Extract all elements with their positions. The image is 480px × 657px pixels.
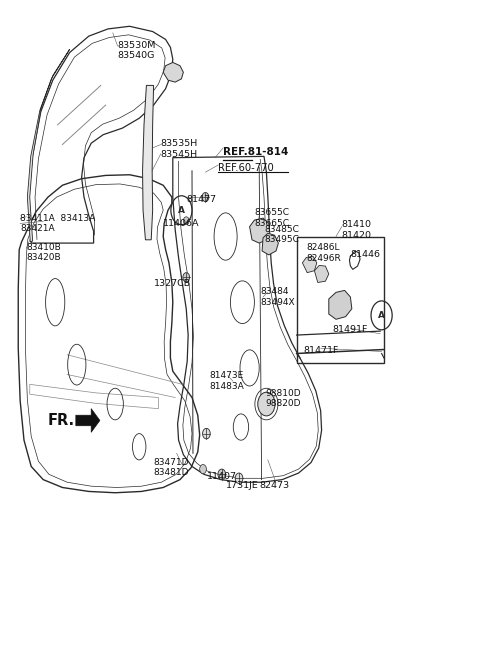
Text: 81477: 81477 <box>186 195 216 204</box>
Polygon shape <box>262 233 278 255</box>
Text: A: A <box>178 206 185 215</box>
Text: 1327CB: 1327CB <box>154 279 191 288</box>
Bar <box>297 237 384 363</box>
Text: 11406A: 11406A <box>163 219 200 228</box>
Text: FR.: FR. <box>48 413 75 428</box>
Circle shape <box>203 428 210 439</box>
Text: 11407: 11407 <box>207 472 237 481</box>
Text: 83530M
83540G: 83530M 83540G <box>118 41 156 60</box>
Circle shape <box>183 217 189 225</box>
Circle shape <box>235 473 243 484</box>
Polygon shape <box>76 409 100 432</box>
Text: 83411A  83413A
83421A: 83411A 83413A 83421A <box>20 214 96 233</box>
Circle shape <box>202 193 209 202</box>
Polygon shape <box>314 265 329 283</box>
Circle shape <box>183 273 190 282</box>
Polygon shape <box>143 85 154 240</box>
Polygon shape <box>27 49 70 242</box>
Text: 1731JE: 1731JE <box>226 481 259 490</box>
Text: 98810D
98820D: 98810D 98820D <box>265 389 301 409</box>
Text: 81473E
81483A: 81473E 81483A <box>209 371 244 391</box>
Polygon shape <box>250 218 270 243</box>
Circle shape <box>200 464 206 474</box>
Circle shape <box>258 392 275 416</box>
Text: 81410
81420: 81410 81420 <box>342 220 372 240</box>
Text: 81491F: 81491F <box>332 325 368 334</box>
Polygon shape <box>302 256 317 273</box>
Text: A: A <box>378 311 385 320</box>
Text: 83535H
83545H: 83535H 83545H <box>161 139 198 159</box>
Circle shape <box>218 469 226 480</box>
Polygon shape <box>329 290 352 319</box>
Text: 81446: 81446 <box>350 250 380 260</box>
Text: 83655C
83665C: 83655C 83665C <box>254 208 289 228</box>
Text: REF.81-814: REF.81-814 <box>223 147 288 157</box>
Text: 81471F: 81471F <box>304 346 339 355</box>
Polygon shape <box>163 62 183 82</box>
Text: 82473: 82473 <box>259 481 289 490</box>
Text: 83484
83494X: 83484 83494X <box>260 287 295 307</box>
Text: 83410B
83420B: 83410B 83420B <box>26 242 61 262</box>
Text: 82486L
82496R: 82486L 82496R <box>306 243 341 263</box>
Text: 83485C
83495C: 83485C 83495C <box>264 225 300 244</box>
Text: REF.60-770: REF.60-770 <box>218 162 274 173</box>
Text: 83471D
83481D: 83471D 83481D <box>154 458 189 478</box>
